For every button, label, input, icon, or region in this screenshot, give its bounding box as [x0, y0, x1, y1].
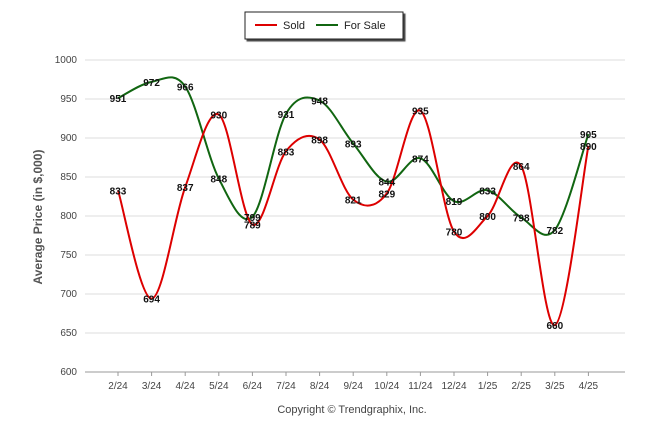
- data-label-sold: 837: [177, 183, 194, 194]
- y-tick-label: 900: [60, 133, 77, 144]
- data-label-sold: 890: [580, 142, 597, 153]
- legend-label-for-sale: For Sale: [344, 20, 386, 32]
- data-label-sold: 694: [143, 295, 160, 306]
- x-tick-label: 11/24: [408, 381, 433, 392]
- data-label-for-sale: 951: [110, 94, 127, 105]
- gridlines: [85, 59, 625, 373]
- copyright-footer: Copyright © Trendgraphix, Inc.: [277, 404, 426, 416]
- legend-label-sold: Sold: [283, 20, 305, 32]
- data-label-sold: 800: [479, 212, 496, 223]
- data-label-for-sale: 819: [446, 197, 463, 208]
- x-tick-label: 4/24: [175, 381, 195, 392]
- x-tick-label: 4/25: [579, 381, 599, 392]
- data-label-sold: 883: [278, 147, 295, 158]
- x-tick-label: 10/24: [374, 381, 399, 392]
- data-label-for-sale: 799: [244, 213, 261, 224]
- y-tick-label: 950: [60, 94, 77, 105]
- data-label-for-sale: 782: [546, 226, 563, 237]
- data-label-sold: 930: [210, 111, 227, 122]
- data-label-sold: 789: [244, 221, 261, 232]
- data-label-for-sale: 931: [278, 110, 295, 121]
- x-tick-label: 7/24: [276, 381, 296, 392]
- legend: Sold For Sale: [244, 11, 404, 40]
- series-line-for-sale: [117, 76, 590, 236]
- data-label-sold: 935: [412, 107, 429, 118]
- data-label-for-sale: 893: [345, 139, 362, 150]
- data-label-for-sale: 844: [378, 178, 395, 189]
- x-tick-label: 1/25: [478, 381, 498, 392]
- data-label-sold: 829: [378, 189, 395, 200]
- x-tick-label: 8/24: [310, 381, 330, 392]
- data-label-for-sale: 833: [479, 186, 496, 197]
- x-tick-label: 2/24: [108, 381, 128, 392]
- y-tick-label: 650: [60, 328, 77, 339]
- series-line-sold: [117, 109, 590, 327]
- x-tick-label: 6/24: [243, 381, 263, 392]
- x-tick-label: 3/24: [142, 381, 162, 392]
- data-label-sold: 821: [345, 196, 362, 207]
- data-label-sold: 898: [311, 136, 328, 147]
- y-tick-label: 600: [60, 367, 77, 378]
- y-axis-title: Average Price (in $,000): [31, 150, 45, 285]
- data-label-sold: 780: [446, 228, 463, 239]
- y-axis: 600 650 700 750 800 850 900 950 1000: [55, 55, 78, 378]
- data-label-sold: 864: [513, 162, 530, 173]
- y-tick-label: 700: [60, 289, 77, 300]
- data-label-for-sale: 848: [210, 175, 227, 186]
- x-axis: 2/24 3/24 4/24 5/24 6/24 7/24 8/24 9/24 10/24 11/…: [108, 372, 599, 392]
- y-tick-label: 850: [60, 172, 77, 183]
- y-tick-label: 750: [60, 250, 77, 261]
- data-label-for-sale: 874: [412, 154, 429, 165]
- x-tick-label: 5/24: [209, 381, 229, 392]
- data-label-sold: 660: [546, 321, 563, 332]
- y-tick-label: 1000: [55, 55, 78, 66]
- data-label-for-sale: 905: [580, 130, 597, 141]
- data-label-for-sale: 798: [513, 214, 530, 225]
- x-tick-label: 3/25: [545, 381, 565, 392]
- data-labels: 833 694 837 930 789 883 898 821 829 935 780 800 864 6…: [110, 78, 598, 332]
- data-label-for-sale: 972: [143, 78, 160, 89]
- data-label-for-sale: 948: [311, 97, 328, 108]
- data-label-for-sale: 966: [177, 83, 194, 94]
- x-tick-label: 2/25: [511, 381, 531, 392]
- x-tick-label: 12/24: [441, 381, 466, 392]
- y-tick-label: 800: [60, 211, 77, 222]
- series-lines: [117, 76, 590, 327]
- x-tick-label: 9/24: [343, 381, 363, 392]
- data-label-sold: 833: [110, 186, 127, 197]
